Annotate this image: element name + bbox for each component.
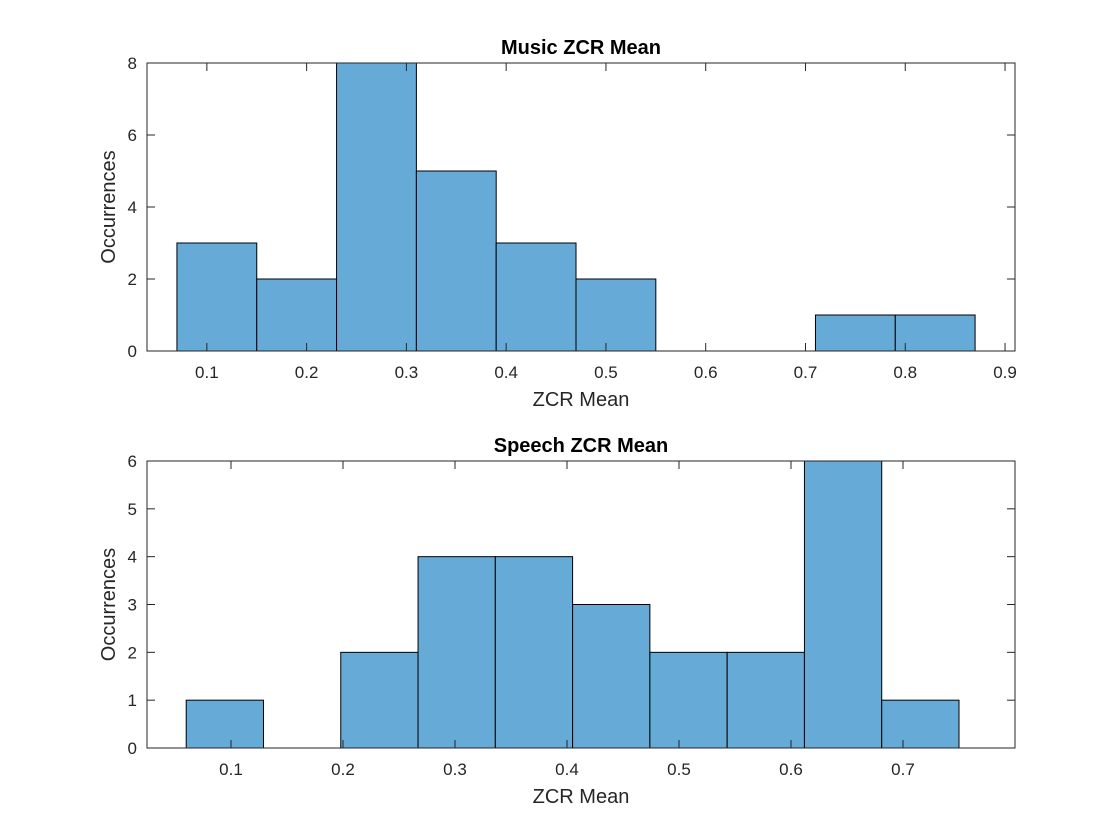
y-axis-label: Occurrences [98, 548, 120, 661]
histogram-bar [340, 651, 419, 749]
histogram-bar [256, 278, 338, 352]
y-axis-label: Occurrences [98, 150, 120, 263]
x-tick-label: 0.2 [295, 363, 319, 382]
y-tick-label: 4 [128, 548, 137, 567]
x-tick-label: 0.6 [694, 363, 718, 382]
y-tick-label: 4 [128, 198, 137, 217]
subplot-1: 0.1 0.2 0.3 0.4 0.5 0.6 0.7 0.8 0.9 0 2 4 6 8 Music ZC… [98, 37, 1017, 411]
x-tick-label: 0.7 [794, 363, 818, 382]
x-tick-label: 0.3 [395, 363, 419, 382]
x-tick-label: 0.2 [331, 760, 355, 779]
histogram-bar [185, 699, 264, 749]
y-tick-label: 2 [128, 270, 137, 289]
histogram-bar [417, 556, 496, 749]
histogram-bar [495, 242, 577, 352]
histogram-bar [176, 242, 258, 352]
x-tick-label: 0.5 [594, 363, 618, 382]
x-tick-label: 0.7 [891, 760, 915, 779]
x-tick-label: 0.3 [443, 760, 467, 779]
histogram-bar [572, 604, 651, 749]
y-tick-label: 5 [128, 500, 137, 519]
subplot-2: 0.1 0.2 0.3 0.4 0.5 0.6 0.7 0 1 2 3 4 5 6 Speech ZCR M… [98, 435, 1016, 808]
histogram-bar [881, 699, 960, 749]
y-tick-label: 6 [128, 452, 137, 471]
chart-title: Music ZCR Mean [501, 37, 661, 59]
histogram-bar [649, 651, 728, 749]
y-tick-label: 1 [128, 691, 137, 710]
x-tick-label: 0.1 [195, 363, 219, 382]
histogram-bar [814, 314, 896, 352]
histogram-bar [894, 314, 976, 352]
histogram-bar [803, 460, 883, 749]
y-tick-label: 8 [128, 54, 137, 73]
y-tick-label: 3 [128, 596, 137, 615]
histogram-bar [336, 62, 417, 352]
histogram-bar [726, 651, 805, 749]
y-tick-label: 0 [128, 342, 137, 361]
x-tick-label: 0.9 [993, 363, 1017, 382]
histogram-bar [575, 278, 657, 352]
x-tick-label: 0.8 [893, 363, 917, 382]
histogram-bar [415, 170, 497, 352]
x-axis-label: ZCR Mean [533, 786, 630, 808]
y-tick-label: 6 [128, 126, 137, 145]
histogram-bar [494, 556, 574, 749]
x-tick-label: 0.4 [555, 760, 579, 779]
chart-title: Speech ZCR Mean [494, 435, 668, 457]
x-tick-label: 0.4 [494, 363, 518, 382]
x-tick-label: 0.1 [219, 760, 243, 779]
x-axis-label: ZCR Mean [533, 389, 630, 411]
x-tick-label: 0.5 [667, 760, 691, 779]
x-tick-label: 0.6 [779, 760, 803, 779]
y-tick-label: 2 [128, 643, 137, 662]
y-tick-label: 0 [128, 739, 137, 758]
